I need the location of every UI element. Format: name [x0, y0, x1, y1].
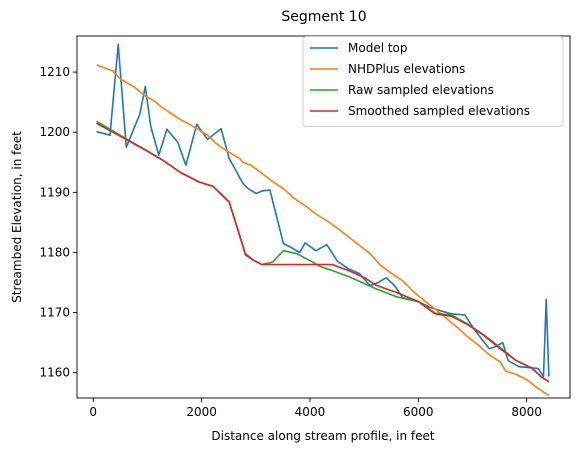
- y-axis-label: Streambed Elevation, in feet: [10, 131, 24, 303]
- legend-box: [302, 36, 564, 127]
- x-tick-label: 0: [89, 405, 97, 419]
- x-tick-label: 2000: [186, 405, 217, 419]
- legend-label-nhdplus: NHDPlus elevations: [348, 62, 465, 76]
- legend-label-raw-sampled: Raw sampled elevations: [348, 83, 494, 97]
- legend-label-model-top: Model top: [348, 41, 408, 55]
- x-axis-label: Distance along stream profile, in feet: [211, 429, 434, 443]
- chart-title: Segment 10: [281, 9, 366, 25]
- x-axis: 0 2000 4000 6000 8000: [89, 398, 542, 419]
- y-axis: 1160 1170 1180 1190 1200 1210: [39, 65, 77, 380]
- series-line-3: [96, 122, 550, 383]
- y-tick-label: 1210: [39, 65, 70, 79]
- y-tick-label: 1160: [39, 366, 70, 380]
- x-tick-label: 6000: [403, 405, 434, 419]
- y-tick-label: 1170: [39, 306, 70, 320]
- y-tick-label: 1190: [39, 185, 70, 199]
- x-tick-label: 8000: [511, 405, 542, 419]
- plot-lines: [96, 43, 550, 397]
- series-line-0: [96, 43, 550, 378]
- plot-frame: [76, 35, 571, 399]
- legend: Model top NHDPlus elevations Raw sampled…: [302, 36, 564, 127]
- series-line-1: [96, 64, 550, 397]
- x-tick-label: 4000: [295, 405, 326, 419]
- y-tick-label: 1180: [39, 245, 70, 259]
- y-tick-label: 1200: [39, 125, 70, 139]
- legend-label-smoothed-sampled: Smoothed sampled elevations: [348, 104, 530, 118]
